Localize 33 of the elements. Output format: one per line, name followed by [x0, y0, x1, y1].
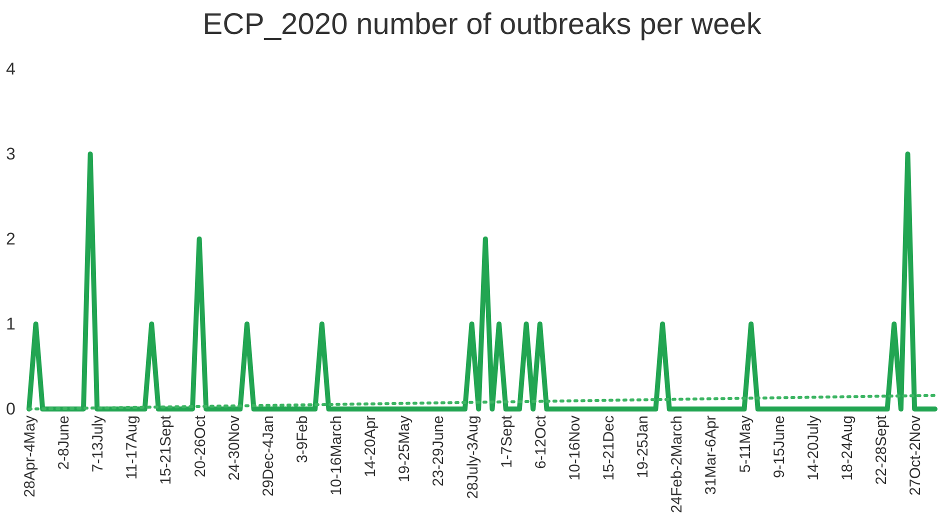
- x-tick-label: 1-7Sept: [498, 414, 516, 468]
- x-tick-label: 3-9Feb: [294, 416, 311, 464]
- x-tick-label: 19-25Jan: [634, 416, 652, 478]
- x-tick-label: 10-16Nov: [566, 415, 584, 481]
- x-tick-label: 15-21Dec: [600, 415, 618, 481]
- x-tick-label: 20-26Oct: [192, 414, 209, 478]
- x-tick-label: 29Dec-4Jan: [260, 416, 277, 496]
- x-tick-label: 23-29June: [430, 416, 448, 486]
- x-tick-label: 19-25May: [396, 415, 414, 482]
- x-tick-label: 14-20Apr: [362, 416, 380, 478]
- x-tick-label: 24Feb-2March: [668, 416, 686, 514]
- x-tick-label: 10-16March: [328, 416, 346, 496]
- x-tick-label: 7-13July: [90, 415, 107, 472]
- x-tick-label: 28Apr-4May: [22, 415, 38, 498]
- y-tick-label: 1: [6, 314, 16, 334]
- x-tick-label: 5-11May: [736, 415, 754, 473]
- y-tick-label: 2: [6, 230, 16, 248]
- x-tick-label: 28July-3Aug: [464, 416, 482, 499]
- x-tick-label: 18-24Aug: [838, 416, 856, 481]
- x-tick-label: 9-15June: [770, 416, 788, 478]
- x-tick-label: 14-20July: [804, 415, 822, 481]
- x-tick-label: 22-28Sept: [873, 414, 890, 485]
- x-tick-label: 6-12Oct: [532, 414, 550, 469]
- x-tick-label: 2-8June: [56, 416, 73, 470]
- y-tick-label: 4: [6, 60, 16, 78]
- x-tick-label: 15-21Sept: [158, 414, 175, 485]
- x-tick-label: 11-17Aug: [124, 416, 141, 480]
- x-tick-label: 27Oct-2Nov: [907, 415, 924, 496]
- x-tick-label: 24-30Nov: [226, 415, 243, 481]
- x-tick-label: 31Mar-6Apr: [702, 416, 720, 495]
- y-tick-label: 3: [6, 144, 16, 164]
- chart-title: ECP_2020 number of outbreaks per week: [202, 8, 762, 41]
- y-tick-label: 0: [6, 400, 16, 418]
